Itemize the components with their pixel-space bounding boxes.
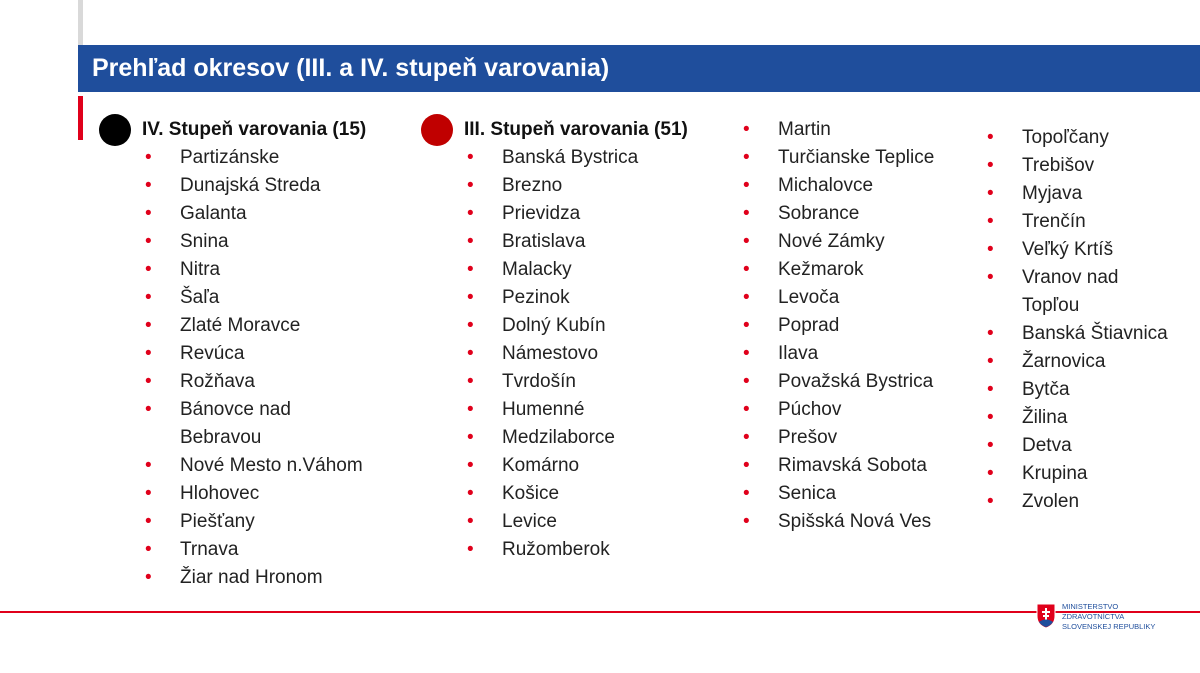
district: Turčianske Teplice <box>743 144 978 172</box>
district: Rožňava <box>145 368 370 396</box>
district: Nové Zámky <box>743 228 978 256</box>
district: Partizánske <box>145 144 370 172</box>
district: Ilava <box>743 340 978 368</box>
district: Brezno <box>467 172 722 200</box>
district: Námestovo <box>467 340 722 368</box>
logo-line: ZDRAVOTNÍCTVA <box>1062 612 1125 621</box>
district: Nitra <box>145 256 370 284</box>
district: Prešov <box>743 424 978 452</box>
district: Šaľa <box>145 284 370 312</box>
district: Michalovce <box>743 172 978 200</box>
footer-line <box>0 611 1200 613</box>
level3-list: Banská BystricaBreznoPrievidzaBratislava… <box>467 144 722 564</box>
district: Bytča <box>987 376 1180 404</box>
district: Hlohovec <box>145 480 370 508</box>
district: Nové Mesto n.Váhom <box>145 452 370 480</box>
accent-bar <box>78 0 83 45</box>
district: Žiar nad Hronom <box>145 564 370 592</box>
district: Levoča <box>743 284 978 312</box>
level4-heading: IV. Stupeň varovania (15) <box>142 119 367 140</box>
district: Považská Bystrica <box>743 368 978 396</box>
district: Žilina <box>987 404 1180 432</box>
logo-line: MINISTERSTVO <box>1062 602 1119 611</box>
logo-text: MINISTERSTVO ZDRAVOTNÍCTVA SLOVENSKEJ REPU… <box>1062 602 1155 632</box>
district: Trebišov <box>987 152 1180 180</box>
level3-list: MartinTurčianske TepliceMichalovceSobran… <box>743 116 978 536</box>
district: Revúca <box>145 340 370 368</box>
level3-marker <box>421 114 453 146</box>
district: Košice <box>467 480 722 508</box>
logo-emblem <box>1036 603 1056 629</box>
district: Piešťany <box>145 508 370 536</box>
district: Poprad <box>743 312 978 340</box>
district: Myjava <box>987 180 1180 208</box>
district: Krupina <box>987 460 1180 488</box>
district: Ružomberok <box>467 536 722 564</box>
district: Prievidza <box>467 200 722 228</box>
district: Púchov <box>743 396 978 424</box>
district: Žarnovica <box>987 348 1180 376</box>
district: Pezinok <box>467 284 722 312</box>
district: Medzilaborce <box>467 424 722 452</box>
district: Banská Štiavnica <box>987 320 1180 348</box>
logo-line: SLOVENSKEJ REPUBLIKY <box>1062 622 1156 631</box>
level3-list: TopoľčanyTrebišovMyjavaTrenčínVeľký Krtí… <box>987 124 1180 516</box>
level4-marker <box>99 114 131 146</box>
district: Snina <box>145 228 370 256</box>
district: Levice <box>467 508 722 536</box>
accent-bar <box>78 96 83 140</box>
district: Bánovce nad Bebravou <box>145 396 370 452</box>
district: Dunajská Streda <box>145 172 370 200</box>
district: Banská Bystrica <box>467 144 722 172</box>
district: Komárno <box>467 452 722 480</box>
district: Bratislava <box>467 228 722 256</box>
title: Prehľad okresov (III. a IV. stupeň varov… <box>92 54 610 82</box>
district: Trnava <box>145 536 370 564</box>
district: Zvolen <box>987 488 1180 516</box>
level3-heading: III. Stupeň varovania (51) <box>464 119 688 140</box>
district: Kežmarok <box>743 256 978 284</box>
district: Martin <box>743 116 978 144</box>
district: Senica <box>743 480 978 508</box>
district: Rimavská Sobota <box>743 452 978 480</box>
district: Sobrance <box>743 200 978 228</box>
district: Galanta <box>145 200 370 228</box>
district: Veľký Krtíš <box>987 236 1180 264</box>
district: Zlaté Moravce <box>145 312 370 340</box>
level4-list: PartizánskeDunajská StredaGalantaSninaNi… <box>145 144 370 592</box>
district: Topoľčany <box>987 124 1180 152</box>
title-bar <box>78 45 1200 92</box>
district: Detva <box>987 432 1180 460</box>
district: Humenné <box>467 396 722 424</box>
district: Tvrdošín <box>467 368 722 396</box>
district: Trenčín <box>987 208 1180 236</box>
district: Vranov nad Topľou <box>987 264 1180 320</box>
district: Dolný Kubín <box>467 312 722 340</box>
district: Malacky <box>467 256 722 284</box>
district: Spišská Nová Ves <box>743 508 978 536</box>
